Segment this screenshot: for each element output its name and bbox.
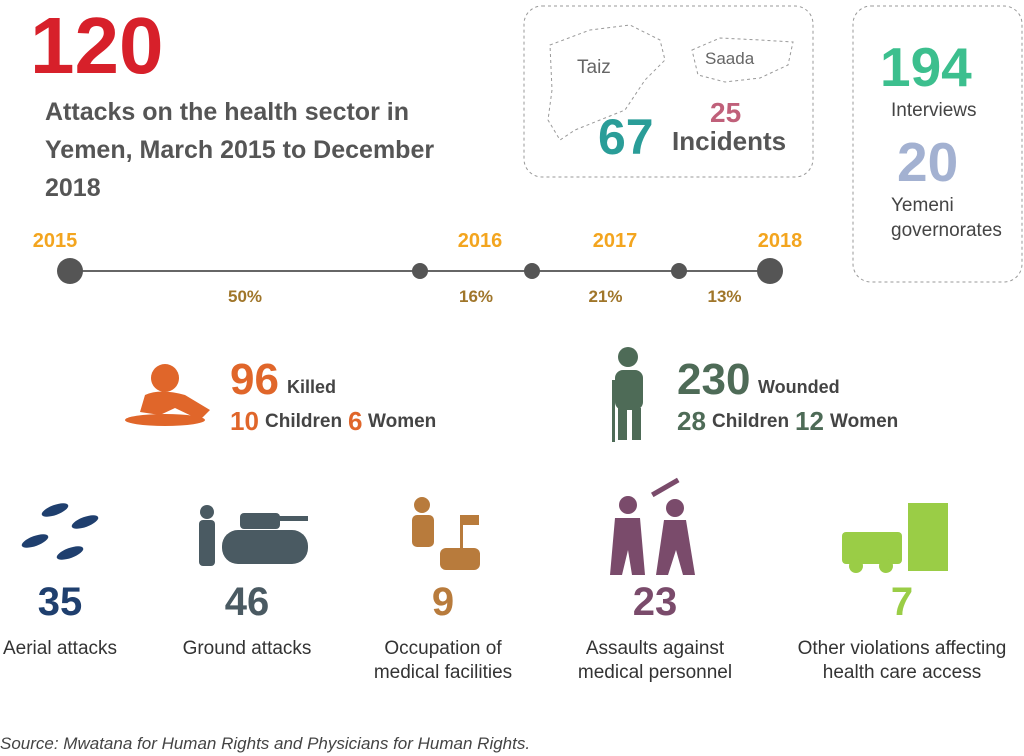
map-saada <box>691 37 794 83</box>
timeline-share: 13% <box>707 287 741 306</box>
timeline-dot <box>57 258 83 284</box>
attack-label: Occupation of medical facilities <box>373 638 513 683</box>
incidents-label: Incidents <box>672 126 787 156</box>
casualty-group: Children <box>265 411 343 432</box>
casualty-total: 230 <box>677 355 751 404</box>
assault-icon <box>610 477 695 575</box>
region-count: 67 <box>598 109 654 165</box>
map-box <box>523 5 814 178</box>
headline-title: Attacks on the health sector in Yemen, M… <box>45 98 435 202</box>
casualty-label: Killed <box>287 377 337 397</box>
timeline-share: 16% <box>459 287 493 306</box>
stat-value: 20 <box>897 131 959 193</box>
casualty-count: 6 <box>348 406 363 436</box>
region-name: Saada <box>705 49 755 68</box>
timeline-year: 2016 <box>458 230 503 252</box>
casualty-label: Wounded <box>758 377 840 397</box>
attack-count: 46 <box>224 580 270 624</box>
casualty-group: Women <box>830 411 899 432</box>
timeline-year: 2017 <box>593 230 638 252</box>
stat-label: Interviews <box>891 100 977 121</box>
region-count: 25 <box>710 97 742 128</box>
timeline-dot <box>671 263 687 279</box>
source: Source: Mwatana for Human Rights and Phy… <box>0 734 531 753</box>
attack-label: Other violations affecting health care a… <box>797 638 1007 683</box>
attack-count: 7 <box>890 580 914 624</box>
casualty-total: 96 <box>230 355 279 404</box>
region-name: Taiz <box>577 57 611 78</box>
attack-count: 9 <box>431 580 455 624</box>
attack-label: Assaults against medical personnel <box>577 638 733 683</box>
occupation-icon <box>412 497 480 570</box>
casualty-group: Women <box>368 411 437 432</box>
aerial-icon <box>21 503 99 560</box>
stats-box <box>852 5 1023 283</box>
casualty-group: Children <box>712 411 790 432</box>
wounded-icon <box>612 347 643 442</box>
casualty-count: 10 <box>230 406 259 436</box>
stat-label: Yemeni governorates <box>891 195 1002 241</box>
timeline-dot <box>524 263 540 279</box>
timeline-year: 2018 <box>758 230 803 252</box>
timeline-dot <box>412 263 428 279</box>
stat-value: 194 <box>880 36 972 98</box>
timeline-share: 21% <box>588 287 622 306</box>
attack-label: Aerial attacks <box>2 638 118 659</box>
casualty-count: 28 <box>677 406 706 436</box>
headline-number: 120 <box>30 1 164 90</box>
attack-count: 35 <box>37 580 83 624</box>
attack-label: Ground attacks <box>182 638 312 659</box>
casualty-count: 12 <box>795 406 824 436</box>
timeline-share: 50% <box>228 287 262 306</box>
attack-count: 23 <box>632 580 678 624</box>
timeline-year: 2015 <box>33 230 78 252</box>
map-taiz <box>547 24 666 141</box>
ground-icon <box>199 505 308 566</box>
other-icon <box>842 503 948 573</box>
killed-icon <box>125 364 210 426</box>
timeline-dot <box>757 258 783 284</box>
